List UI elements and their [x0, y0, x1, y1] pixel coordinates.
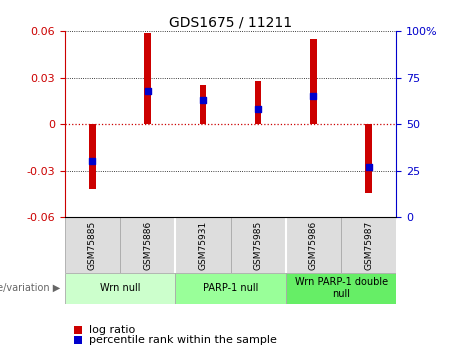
Point: [89, 159, 96, 164]
Title: GDS1675 / 11211: GDS1675 / 11211: [169, 16, 292, 30]
Bar: [310, 39, 317, 124]
Bar: [230, 217, 286, 273]
Text: GSM75985: GSM75985: [254, 220, 263, 269]
Point: [254, 107, 262, 112]
Text: GSM75986: GSM75986: [309, 220, 318, 269]
Bar: [65, 217, 120, 273]
Bar: [120, 217, 175, 273]
Point: [310, 93, 317, 99]
Bar: [341, 217, 396, 273]
Bar: [144, 32, 151, 124]
Text: genotype/variation ▶: genotype/variation ▶: [0, 283, 60, 293]
Point: [365, 164, 372, 170]
Text: PARP-1 null: PARP-1 null: [203, 283, 258, 293]
Text: GSM75885: GSM75885: [88, 220, 97, 269]
Bar: [200, 85, 206, 124]
Text: GSM75886: GSM75886: [143, 220, 152, 269]
Bar: [286, 273, 396, 304]
Bar: [89, 124, 95, 189]
Bar: [255, 81, 261, 124]
Bar: [366, 124, 372, 193]
Bar: [175, 217, 230, 273]
Point: [144, 88, 151, 93]
Text: GSM75987: GSM75987: [364, 220, 373, 269]
Text: log ratio: log ratio: [89, 325, 135, 335]
Text: percentile rank within the sample: percentile rank within the sample: [89, 335, 277, 345]
Bar: [175, 273, 286, 304]
Text: Wrn PARP-1 double
null: Wrn PARP-1 double null: [295, 277, 388, 299]
Text: Wrn null: Wrn null: [100, 283, 140, 293]
Text: GSM75931: GSM75931: [198, 220, 207, 269]
Bar: [65, 273, 175, 304]
Bar: [286, 217, 341, 273]
Point: [199, 97, 207, 103]
